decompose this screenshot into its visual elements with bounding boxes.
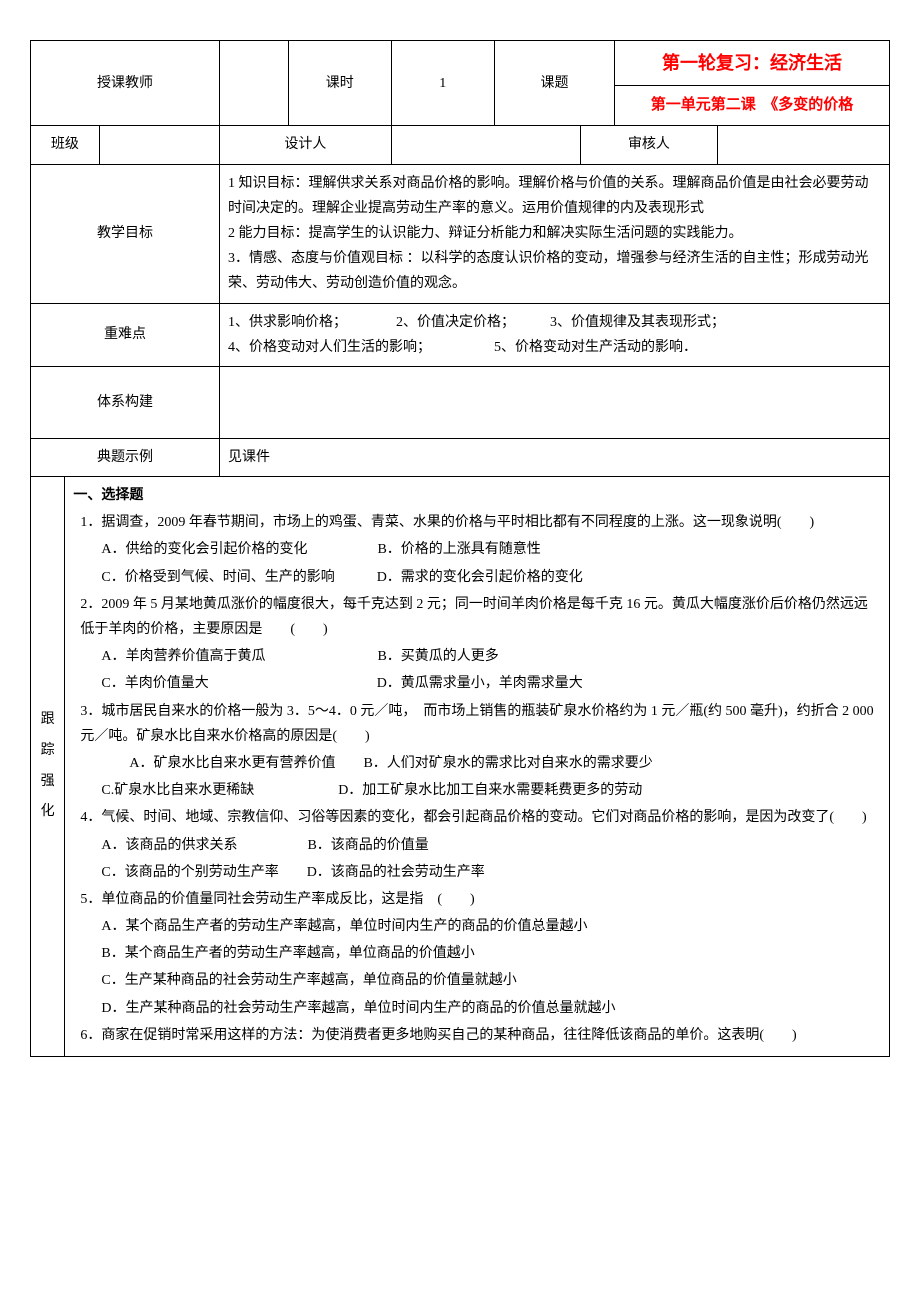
designer-label: 设计人 [219,126,391,164]
question-option: A．矿泉水比自来水更有营养价值 B．人们对矿泉水的需求比对自来水的需求要少 [73,751,881,776]
question-option: C．羊肉价值量大 D．黄瓜需求量小，羊肉需求量大 [73,671,881,696]
question-stem: 6．商家在促销时常采用这样的方法：为使消费者更多地购买自己的某种商品，往往降低该… [73,1023,881,1048]
topic-label: 课题 [494,41,614,126]
structure-text [219,366,889,438]
practice-label: 跟踪强化 [31,477,65,1057]
course-title-main: 第一轮复习：经济生活 [615,41,890,86]
question-stem: 2．2009 年 5 月某地黄瓜涨价的幅度很大，每千克达到 2 元；同一时间羊肉… [73,592,881,642]
lesson-plan-table: 授课教师 课时 1 课题 第一轮复习：经济生活 第一单元第二课 《多变的价格 班… [30,40,890,1057]
question-stem: 1．据调查，2009 年春节期间，市场上的鸡蛋、青菜、水果的价格与平时相比都有不… [73,510,881,535]
exercise-section-title: 一、选择题 [73,483,881,508]
period-label: 课时 [288,41,391,126]
course-title-sub: 第一单元第二课 《多变的价格 [615,86,890,126]
objective-text: 1 知识目标：理解供求关系对商品价格的影响。理解价格与价值的关系。理解商品价值是… [219,164,889,303]
question-option: C．该商品的个别劳动生产率 D．该商品的社会劳动生产率 [73,860,881,885]
example-label: 典题示例 [31,438,220,476]
question-stem: 3．城市居民自来水的价格一般为 3．5～4．0 元／吨， 而市场上销售的瓶装矿泉… [73,699,881,749]
reviewer-label: 审核人 [580,126,717,164]
keypoints-text: 1、供求影响价格； 2、价值决定价格； 3、价值规律及其表现形式； 4、价格变动… [219,303,889,366]
objective-label: 教学目标 [31,164,220,303]
question-option: B．某个商品生产者的劳动生产率越高，单位商品的价值越小 [73,941,881,966]
question-option: D．生产某种商品的社会劳动生产率越高，单位时间内生产的商品的价值总量就越小 [73,996,881,1021]
reviewer-value [718,126,890,164]
designer-value [391,126,580,164]
question-option: C．价格受到气候、时间、生产的影响 D．需求的变化会引起价格的变化 [73,565,881,590]
question-option: A．该商品的供求关系 B．该商品的价值量 [73,833,881,858]
class-value [99,126,219,164]
teacher-value [219,41,288,126]
keypoints-label: 重难点 [31,303,220,366]
question-stem: 4．气候、时间、地域、宗教信仰、习俗等因素的变化，都会引起商品价格的变动。它们对… [73,805,881,830]
structure-label: 体系构建 [31,366,220,438]
question-option: A．供给的变化会引起价格的变化 B．价格的上涨具有随意性 [73,537,881,562]
example-text: 见课件 [219,438,889,476]
question-option: C．生产某种商品的社会劳动生产率越高，单位商品的价值量就越小 [73,968,881,993]
question-stem: 5．单位商品的价值量同社会劳动生产率成反比，这是指 ( ) [73,887,881,912]
practice-content: 一、选择题1．据调查，2009 年春节期间，市场上的鸡蛋、青菜、水果的价格与平时… [65,477,890,1057]
teacher-label: 授课教师 [31,41,220,126]
class-label: 班级 [31,126,100,164]
period-value: 1 [391,41,494,126]
question-option: C.矿泉水比自来水更稀缺 D．加工矿泉水比加工自来水需要耗费更多的劳动 [73,778,881,803]
question-option: A．某个商品生产者的劳动生产率越高，单位时间内生产的商品的价值总量越小 [73,914,881,939]
question-option: A．羊肉营养价值高于黄瓜 B．买黄瓜的人更多 [73,644,881,669]
